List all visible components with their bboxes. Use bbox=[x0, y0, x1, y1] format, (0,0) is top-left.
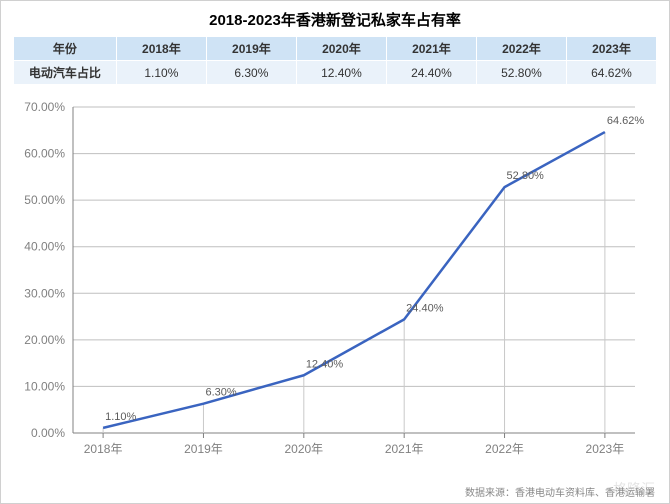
data-label: 52.80% bbox=[507, 170, 545, 182]
y-tick-label: 20.00% bbox=[24, 333, 65, 347]
table-header-cell: 2020年 bbox=[296, 37, 386, 61]
table-cell: 24.40% bbox=[386, 61, 476, 85]
table-header-cell: 2022年 bbox=[476, 37, 566, 61]
data-label: 64.62% bbox=[607, 115, 645, 127]
y-tick-label: 10.00% bbox=[24, 379, 65, 393]
y-tick-label: 50.00% bbox=[24, 193, 65, 207]
line-chart: 0.00% 10.00% 20.00% 30.00% 40.00% 50.00% 60.00… bbox=[13, 93, 657, 478]
data-label: 1.10% bbox=[105, 411, 136, 423]
y-tick-label: 70.00% bbox=[24, 100, 65, 114]
table-cell: 52.80% bbox=[476, 61, 566, 85]
table-header-cell: 2018年 bbox=[116, 37, 206, 61]
table-header-cell: 2023年 bbox=[566, 37, 656, 61]
data-label: 12.40% bbox=[306, 358, 344, 370]
table-cell: 64.62% bbox=[566, 61, 656, 85]
table-cell: 1.10% bbox=[116, 61, 206, 85]
data-source: 数据来源：香港电动车资料库、香港运输署 bbox=[465, 484, 655, 499]
table-row-label: 电动汽车占比 bbox=[14, 61, 117, 85]
data-label: 6.30% bbox=[205, 387, 236, 399]
figure-container: 2018-2023年香港新登记私家车占有率 年份2018年2019年2020年2… bbox=[0, 0, 670, 504]
x-tick-label: 2023年 bbox=[586, 442, 625, 456]
x-tick-label: 2019年 bbox=[184, 442, 223, 456]
data-table: 年份2018年2019年2020年2021年2022年2023年电动汽车占比1.… bbox=[13, 36, 657, 85]
x-tick-label: 2022年 bbox=[485, 442, 524, 456]
data-label: 24.40% bbox=[406, 302, 444, 314]
table-header-cell: 2019年 bbox=[206, 37, 296, 61]
table-cell: 6.30% bbox=[206, 61, 296, 85]
y-tick-label: 40.00% bbox=[24, 240, 65, 254]
chart-title: 2018-2023年香港新登记私家车占有率 bbox=[13, 9, 657, 30]
y-tick-label: 30.00% bbox=[24, 286, 65, 300]
table-cell: 12.40% bbox=[296, 61, 386, 85]
chart-svg: 0.00% 10.00% 20.00% 30.00% 40.00% 50.00% 60.00… bbox=[13, 93, 653, 473]
y-tick-label: 0.00% bbox=[31, 426, 65, 440]
x-tick-label: 2020年 bbox=[284, 442, 323, 456]
x-tick-label: 2021年 bbox=[385, 442, 424, 456]
table-header-label: 年份 bbox=[14, 37, 117, 61]
x-tick-label: 2018年 bbox=[84, 442, 123, 456]
y-tick-label: 60.00% bbox=[24, 147, 65, 161]
table-header-cell: 2021年 bbox=[386, 37, 476, 61]
